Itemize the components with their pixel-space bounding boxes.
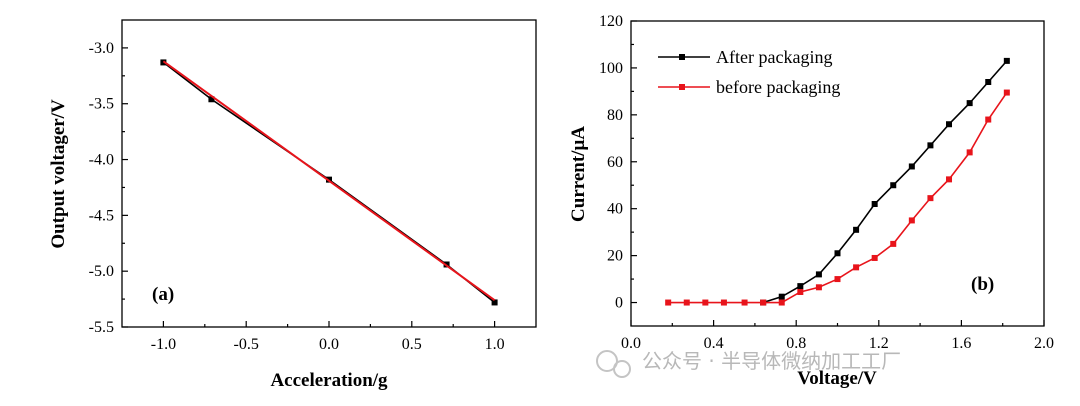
series-line-before-packaging xyxy=(668,92,1008,304)
panel-label-a: (a) xyxy=(152,284,174,305)
data-point-after-packaging xyxy=(890,182,897,189)
data-point-after-packaging xyxy=(834,250,841,257)
x-tick-label-b: 0.0 xyxy=(621,335,641,352)
y-tick-label-b: 100 xyxy=(599,60,623,77)
series-line-linear-fit xyxy=(162,60,496,302)
y-axis-label-a: Output voltager/V xyxy=(48,99,69,249)
data-point-measured xyxy=(208,96,215,103)
data-point-after-packaging xyxy=(797,283,804,290)
y-tick-label-a: -3.0 xyxy=(89,40,114,57)
data-point-before-packaging xyxy=(720,299,727,306)
data-point-before-packaging xyxy=(1003,89,1010,96)
x-tick-label-b: 0.4 xyxy=(704,335,724,352)
x-tick-label-a: -1.0 xyxy=(151,336,176,353)
data-point-after-packaging xyxy=(871,201,878,207)
x-tick-label-b: 0.8 xyxy=(786,335,806,352)
data-point-after-packaging xyxy=(815,271,822,278)
data-point-before-packaging xyxy=(778,299,785,306)
data-point-before-packaging xyxy=(985,116,992,123)
x-tick-label-b: 1.2 xyxy=(869,335,889,352)
wechat-icon-secondary xyxy=(613,360,631,378)
chart-panel-a: -1.0 -0.5 0.0 0.5 1.0 -3.0 -3.5 -4.0 -4.5 -5.0 -5.… xyxy=(48,19,537,391)
chart-panel-b: 0.0 0.4 0.8 1.2 1.6 2.0 0 20 40 60 80 100 120 (b) Vo… xyxy=(568,13,1054,389)
legend-label-before: before packaging xyxy=(716,77,840,97)
data-point-before-packaging xyxy=(702,299,709,306)
x-tick-label-a: 0.0 xyxy=(319,336,339,353)
data-point-before-packaging xyxy=(760,299,767,306)
legend-label-after: After packaging xyxy=(716,47,832,67)
data-point-before-packaging xyxy=(741,299,748,306)
data-point-after-packaging xyxy=(985,79,992,85)
data-point-after-packaging xyxy=(966,100,973,107)
data-point-before-packaging xyxy=(946,176,953,183)
data-point-after-packaging xyxy=(908,163,915,170)
y-tick-label-b: 0 xyxy=(615,295,623,312)
legend-marker-after xyxy=(679,54,685,60)
x-axis-label-b: Voltage/V xyxy=(797,368,877,389)
legend-marker-before xyxy=(679,84,685,90)
panel-label-b: (b) xyxy=(971,274,994,295)
data-point-before-packaging xyxy=(665,299,672,306)
x-tick-label-b: 2.0 xyxy=(1034,335,1054,352)
axis-ticks-b: 0.0 0.4 0.8 1.2 1.6 2.0 0 20 40 60 80 100 120 xyxy=(599,13,1054,352)
x-tick-label-a: -0.5 xyxy=(234,336,259,353)
y-tick-label-a: -4.0 xyxy=(89,152,114,169)
y-tick-label-b: 20 xyxy=(607,248,623,265)
data-point-before-packaging xyxy=(927,195,934,202)
watermark: 公众号 · 半导体微纳加工工厂 xyxy=(596,349,901,378)
data-point-before-packaging xyxy=(966,149,973,156)
data-point-before-packaging xyxy=(815,284,822,291)
y-tick-label-a: -5.5 xyxy=(89,319,114,336)
data-point-measured xyxy=(491,299,498,306)
series-line-after-packaging xyxy=(762,60,1008,304)
x-axis-label-a: Acceleration/g xyxy=(270,370,388,391)
data-point-before-packaging xyxy=(797,288,804,295)
series-group-b xyxy=(665,57,1010,306)
y-tick-label-b: 120 xyxy=(599,13,623,30)
y-tick-label-b: 60 xyxy=(607,154,623,171)
y-tick-label-a: -5.0 xyxy=(89,263,114,280)
data-point-before-packaging xyxy=(890,240,897,247)
data-point-before-packaging xyxy=(853,264,860,271)
legend-b: After packaging before packaging xyxy=(658,47,840,97)
y-axis-label-b: Current/μA xyxy=(568,126,589,222)
x-tick-label-a: 1.0 xyxy=(485,336,505,353)
data-point-before-packaging xyxy=(683,299,690,306)
data-point-after-packaging xyxy=(927,142,934,149)
data-point-after-packaging xyxy=(946,121,953,128)
y-tick-label-a: -3.5 xyxy=(89,96,114,113)
x-tick-label-a: 0.5 xyxy=(402,336,422,353)
y-tick-label-a: -4.5 xyxy=(89,207,114,224)
x-tick-label-b: 1.6 xyxy=(951,335,971,352)
y-tick-label-b: 40 xyxy=(607,201,623,218)
data-point-before-packaging xyxy=(834,276,841,283)
watermark-text: 公众号 · 半导体微纳加工工厂 xyxy=(642,349,901,373)
data-point-after-packaging xyxy=(853,226,860,233)
data-point-before-packaging xyxy=(908,217,915,224)
data-point-after-packaging xyxy=(778,293,785,300)
wechat-icon xyxy=(596,350,618,372)
plot-frame-a xyxy=(121,19,537,328)
data-point-after-packaging xyxy=(1003,57,1010,64)
y-tick-label-b: 80 xyxy=(607,107,623,124)
series-group-a xyxy=(160,59,498,306)
axis-ticks-a: -1.0 -0.5 0.0 0.5 1.0 -3.0 -3.5 -4.0 -4.5 -5.0 -5.… xyxy=(89,40,505,353)
data-point-before-packaging xyxy=(871,254,878,261)
